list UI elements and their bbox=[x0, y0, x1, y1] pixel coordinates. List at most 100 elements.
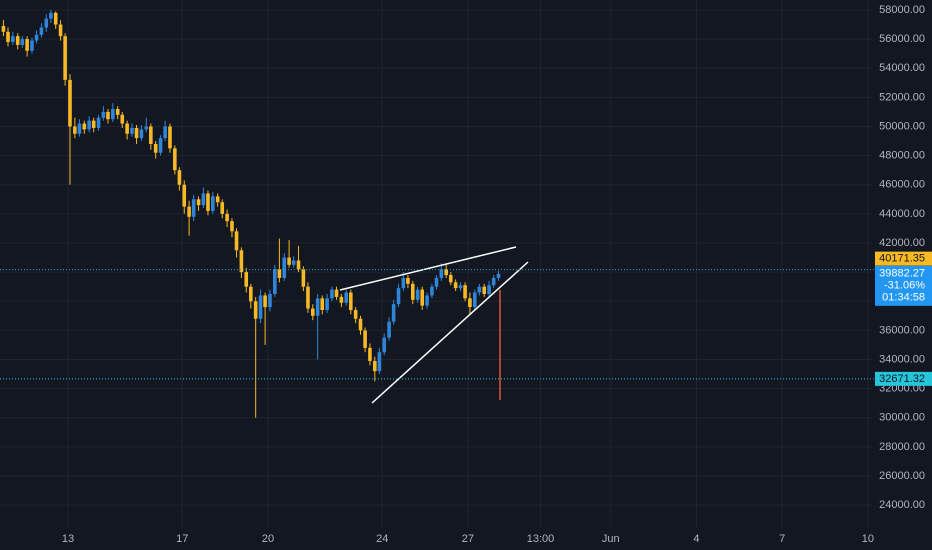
candle-body bbox=[277, 269, 282, 278]
candle-body bbox=[49, 12, 53, 19]
y-tick-label: 56000.00 bbox=[879, 33, 925, 45]
y-tick-label: 50000.00 bbox=[879, 120, 925, 132]
candle-body bbox=[211, 196, 215, 211]
y-tick-label: 46000.00 bbox=[879, 179, 925, 191]
drawings bbox=[339, 246, 529, 404]
candle-body bbox=[382, 337, 387, 353]
candle-body bbox=[377, 352, 382, 372]
candle-body bbox=[396, 288, 401, 305]
candle-body bbox=[258, 295, 263, 319]
candle-body bbox=[158, 138, 163, 153]
y-tick-label: 30000.00 bbox=[879, 412, 925, 424]
candle-body bbox=[430, 286, 434, 296]
current-price: 39882.27 bbox=[879, 268, 925, 280]
candle-body bbox=[472, 292, 477, 308]
candle-body bbox=[291, 260, 296, 265]
candle-body bbox=[215, 196, 220, 203]
x-tick-label: 13:00 bbox=[527, 533, 555, 545]
countdown: 01:34:58 bbox=[882, 292, 925, 304]
candle-body bbox=[349, 292, 353, 310]
candle-body bbox=[53, 12, 58, 25]
y-tick-label: 24000.00 bbox=[879, 499, 925, 511]
candle-body bbox=[134, 127, 139, 139]
wedge-upper-line bbox=[339, 246, 517, 291]
candle-body bbox=[311, 308, 315, 316]
candle-body bbox=[225, 213, 229, 222]
candle-body bbox=[425, 295, 429, 306]
candle-body bbox=[163, 126, 167, 139]
price-label-box bbox=[875, 371, 932, 386]
candles bbox=[1, 9, 501, 418]
candle-body bbox=[177, 170, 182, 185]
candle-body bbox=[230, 221, 234, 232]
candle-body bbox=[320, 298, 325, 310]
candle-body bbox=[296, 260, 301, 270]
candle-body bbox=[20, 39, 25, 45]
y-tick-label: 34000.00 bbox=[879, 353, 925, 365]
candle-body bbox=[234, 231, 239, 251]
candle-body bbox=[249, 286, 253, 302]
wedge-lower-line bbox=[371, 261, 529, 404]
candle-body bbox=[125, 123, 129, 134]
candle-body bbox=[1, 25, 6, 32]
candle-body bbox=[444, 269, 449, 276]
candle-body bbox=[11, 36, 15, 43]
y-tick-label: 28000.00 bbox=[879, 441, 925, 453]
candle-body bbox=[120, 114, 125, 124]
candle-body bbox=[44, 18, 49, 28]
price-label-box bbox=[875, 251, 932, 266]
candle-body bbox=[263, 295, 267, 308]
candle-body bbox=[330, 289, 334, 299]
candle-body bbox=[301, 269, 306, 287]
candle-body bbox=[344, 292, 349, 303]
candle-body bbox=[463, 285, 467, 299]
candle-body bbox=[91, 120, 96, 128]
x-tick-label: 17 bbox=[176, 533, 188, 545]
candle-body bbox=[415, 289, 420, 300]
candle-body bbox=[77, 123, 82, 134]
candle-body bbox=[334, 289, 339, 297]
price-label: 40171.35 bbox=[879, 253, 925, 265]
candle-body bbox=[220, 202, 225, 214]
x-tick-label: 13 bbox=[62, 533, 74, 545]
candle-body bbox=[39, 27, 44, 35]
candle-body bbox=[401, 277, 406, 289]
candle-body bbox=[153, 143, 158, 153]
x-tick-label: Jun bbox=[602, 533, 620, 545]
candle-body bbox=[268, 293, 272, 308]
y-tick-label: 44000.00 bbox=[879, 208, 925, 220]
candle-body bbox=[63, 36, 67, 80]
y-tick-label: 36000.00 bbox=[879, 324, 925, 336]
candle-body bbox=[82, 123, 87, 130]
candle-body bbox=[387, 321, 391, 338]
candle-body bbox=[253, 301, 258, 319]
candle-body bbox=[315, 298, 320, 316]
candle-body bbox=[182, 184, 187, 207]
candle-body bbox=[453, 282, 458, 289]
candle-body bbox=[458, 285, 463, 289]
candle-body bbox=[87, 120, 91, 130]
candle-body bbox=[58, 24, 63, 37]
candle-body bbox=[358, 318, 363, 331]
candle-body bbox=[149, 126, 153, 144]
candle-body bbox=[173, 148, 177, 171]
candle-body bbox=[73, 126, 77, 134]
candle-body bbox=[482, 286, 487, 294]
candle-body bbox=[448, 275, 453, 283]
candle-body bbox=[244, 272, 249, 287]
y-tick-label: 52000.00 bbox=[879, 91, 925, 103]
candle-body bbox=[206, 193, 210, 211]
candle-body bbox=[196, 199, 201, 206]
y-tick-label: 58000.00 bbox=[879, 4, 925, 16]
candle-body bbox=[491, 277, 496, 286]
candle-body bbox=[420, 289, 425, 306]
candle-body bbox=[101, 111, 106, 118]
price-label: 32671.32 bbox=[879, 373, 925, 385]
candle-body bbox=[496, 273, 501, 278]
candle-body bbox=[439, 269, 444, 278]
candle-body bbox=[391, 304, 396, 322]
y-tick-label: 48000.00 bbox=[879, 150, 925, 162]
